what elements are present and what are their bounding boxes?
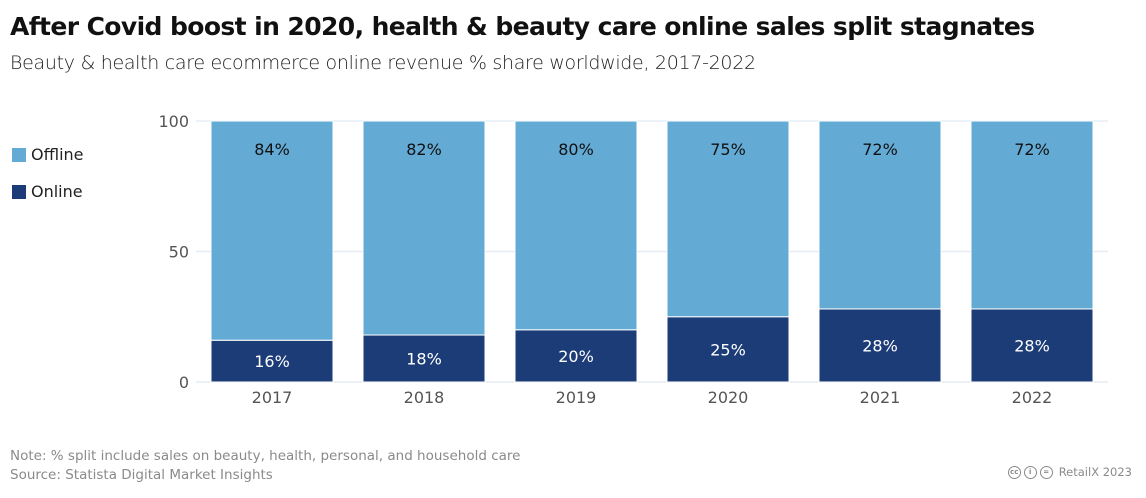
chart-title: After Covid boost in 2020, health & beau…: [10, 12, 1035, 41]
data-label-online: 28%: [1014, 336, 1050, 355]
data-label-online: 20%: [558, 347, 594, 366]
bar-offline: [210, 120, 334, 341]
data-label-online: 28%: [862, 336, 898, 355]
data-label-offline: 82%: [406, 140, 442, 159]
bar-offline: [362, 120, 486, 336]
x-tick-label: 2022: [1012, 388, 1053, 407]
x-tick-label: 2020: [708, 388, 749, 407]
data-label-online: 18%: [406, 350, 442, 369]
x-tick-label: 2018: [404, 388, 445, 407]
bar-offline: [970, 120, 1094, 310]
legend: Offline Online: [12, 136, 84, 210]
credit: cc i = RetailX 2023: [1007, 465, 1132, 479]
bar-online: [514, 329, 638, 383]
chart-subtitle: Beauty & health care ecommerce online re…: [10, 52, 756, 74]
y-tick-label: 50: [169, 243, 189, 262]
bar-offline: [818, 120, 942, 310]
nd-icon: =: [1039, 465, 1053, 479]
data-label-online: 16%: [254, 352, 290, 371]
data-label-offline: 84%: [254, 140, 290, 159]
bar-online: [666, 316, 790, 383]
legend-label-offline: Offline: [31, 145, 84, 164]
bar-online: [970, 308, 1094, 383]
data-label-offline: 80%: [558, 140, 594, 159]
cc-icon: cc: [1007, 465, 1021, 479]
credit-text: RetailX 2023: [1058, 465, 1132, 479]
bar-offline: [666, 120, 790, 318]
bar-online: [210, 339, 334, 383]
data-label-offline: 75%: [710, 140, 746, 159]
data-label-online: 25%: [710, 340, 746, 359]
legend-swatch-online: [12, 184, 26, 199]
legend-label-online: Online: [31, 182, 83, 201]
bar-online: [818, 308, 942, 383]
y-tick-label: 0: [179, 373, 189, 392]
legend-swatch-offline: [12, 147, 26, 162]
x-tick-label: 2021: [860, 388, 901, 407]
note-text: Note: % split include sales on beauty, h…: [10, 448, 521, 464]
data-label-offline: 72%: [1014, 140, 1050, 159]
data-label-offline: 72%: [862, 140, 898, 159]
footnote: Note: % split include sales on beauty, h…: [10, 447, 520, 485]
by-icon: i: [1023, 465, 1037, 479]
bar-online: [362, 334, 486, 383]
x-tick-label: 2017: [252, 388, 293, 407]
x-tick-label: 2019: [556, 388, 597, 407]
y-tick-label: 100: [158, 112, 189, 131]
bar-offline: [514, 120, 638, 331]
legend-item-offline[interactable]: Offline: [12, 136, 84, 173]
legend-item-online[interactable]: Online: [12, 173, 84, 210]
source-text: Source: Statista Digital Market Insights: [10, 467, 273, 483]
